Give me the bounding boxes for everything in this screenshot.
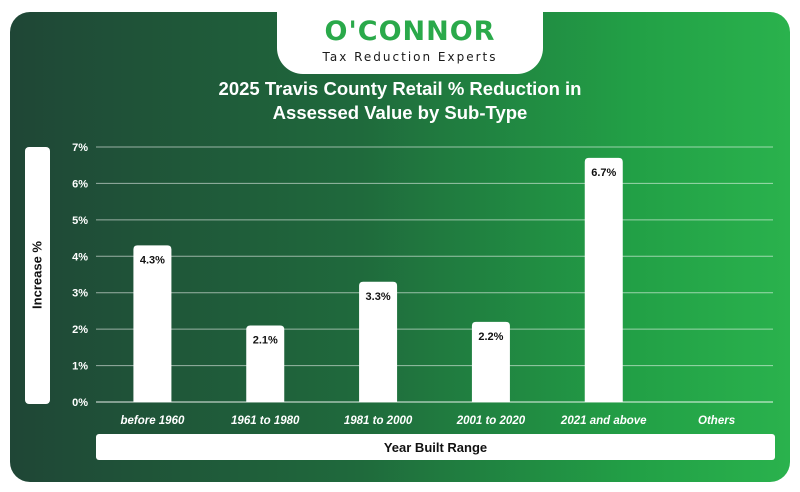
x-tick-label: 2021 and above [560,415,647,427]
data-label: 2.2% [478,331,503,343]
bar [359,281,398,402]
logo-tagline: Tax Reduction Experts [322,50,498,64]
data-label: 6.7% [591,167,616,179]
x-tick-label: 1981 to 2000 [344,415,413,427]
x-axis-label: Year Built Range [383,440,488,455]
bar [133,245,172,402]
bar [584,157,623,402]
y-tick-label: 4% [72,251,88,263]
data-label: 4.3% [140,254,165,266]
y-tick-label: 0% [72,397,88,409]
logo-wordmark: O'CONNOR [324,16,496,47]
data-label: 3.3% [366,291,391,303]
y-tick-label: 2% [72,324,88,336]
chart-title-line-2: Assessed Value by Sub-Type [272,102,528,123]
chart-title: 2025 Travis County Retail % Reduction in… [0,77,800,125]
x-axis-label-box: Year Built Range [96,434,775,460]
data-label: 2.1% [253,335,278,347]
y-tick-label: 6% [72,178,88,190]
x-tick-label: before 1960 [120,415,185,427]
x-tick-label: Others [698,415,735,427]
logo: O'CONNOR Tax Reduction Experts [277,12,543,74]
y-axis-label-box [25,147,50,404]
chart-title-line-1: 2025 Travis County Retail % Reduction in [218,78,582,99]
x-tick-label: 1961 to 1980 [231,415,300,427]
bar [246,325,285,402]
x-tick-label: 2001 to 2020 [456,415,526,427]
y-tick-label: 7% [72,142,88,154]
y-tick-label: 3% [72,288,88,300]
y-tick-label: 5% [72,215,88,227]
y-tick-label: 1% [72,361,88,373]
bar [471,321,510,402]
